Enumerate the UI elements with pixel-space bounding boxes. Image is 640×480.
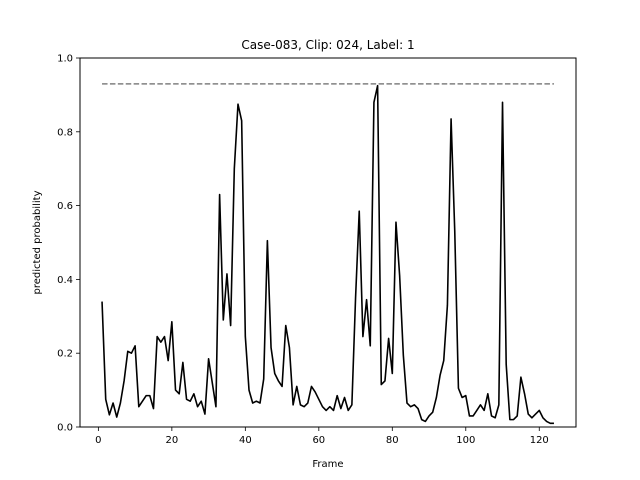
y-tick-label: 0.4 xyxy=(57,275,73,286)
x-tick-label: 20 xyxy=(165,435,178,446)
y-tick-label: 1.0 xyxy=(57,54,73,65)
plot-area xyxy=(101,83,554,425)
x-tick-label: 40 xyxy=(239,435,252,446)
x-tick-label: 120 xyxy=(530,435,549,446)
y-tick-label: 0.8 xyxy=(57,127,73,138)
x-axis: 0 20 40 60 80 100 120 xyxy=(95,427,549,446)
y-tick-label: 0.2 xyxy=(57,349,73,360)
x-tick-label: 0 xyxy=(95,435,101,446)
x-axis-label: Frame xyxy=(312,459,343,470)
series-line xyxy=(101,84,554,425)
x-tick-label: 60 xyxy=(312,435,325,446)
y-axis-label: predicted probability xyxy=(32,190,43,294)
chart-title: Case-083, Clip: 024, Label: 1 xyxy=(241,38,414,52)
y-tick-label: 0.6 xyxy=(57,201,73,212)
y-axis: 0.0 0.2 0.4 0.6 0.8 1.0 xyxy=(57,54,80,434)
y-tick-label: 0.0 xyxy=(57,423,73,434)
x-tick-label: 80 xyxy=(386,435,399,446)
plot-frame xyxy=(79,57,577,428)
x-tick-label: 100 xyxy=(456,435,475,446)
